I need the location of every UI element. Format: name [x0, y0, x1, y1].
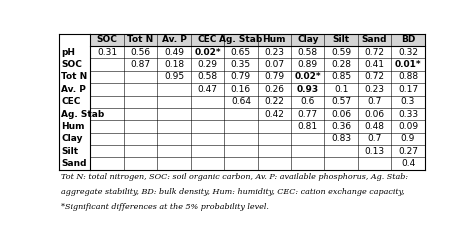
Text: 0.87: 0.87	[130, 60, 151, 69]
Text: Sand: Sand	[61, 159, 87, 168]
Text: 0.95: 0.95	[164, 73, 184, 82]
Text: 0.85: 0.85	[331, 73, 351, 82]
Text: 0.49: 0.49	[164, 48, 184, 57]
Text: *Significant differences at the 5% probability level.: *Significant differences at the 5% proba…	[61, 203, 269, 211]
Text: 0.88: 0.88	[398, 73, 418, 82]
Text: 0.01*: 0.01*	[395, 60, 421, 69]
Text: 0.6: 0.6	[301, 97, 315, 106]
Text: 0.06: 0.06	[365, 110, 385, 119]
Text: 0.58: 0.58	[298, 48, 318, 57]
Text: 0.47: 0.47	[198, 85, 218, 94]
Text: 0.89: 0.89	[298, 60, 318, 69]
Text: 0.22: 0.22	[264, 97, 284, 106]
Text: 0.72: 0.72	[365, 48, 384, 57]
Text: 0.32: 0.32	[398, 48, 418, 57]
Text: Clay: Clay	[61, 134, 82, 143]
Text: 0.35: 0.35	[231, 60, 251, 69]
Text: SOC: SOC	[97, 35, 118, 44]
Text: 0.64: 0.64	[231, 97, 251, 106]
Text: SOC: SOC	[61, 60, 82, 69]
Text: Tot N: Tot N	[61, 73, 87, 82]
Text: 0.57: 0.57	[331, 97, 351, 106]
Text: Silt: Silt	[333, 35, 350, 44]
Text: 0.56: 0.56	[130, 48, 151, 57]
Text: 0.79: 0.79	[264, 73, 284, 82]
Text: 0.81: 0.81	[298, 122, 318, 131]
Text: 0.58: 0.58	[197, 73, 218, 82]
Text: 0.23: 0.23	[365, 85, 384, 94]
Text: 0.29: 0.29	[198, 60, 218, 69]
Text: 0.23: 0.23	[264, 48, 284, 57]
Text: Tot N: total nitrogen, SOC: soil organic carbon, Av. P: available phosphorus, Ag: Tot N: total nitrogen, SOC: soil organic…	[61, 174, 408, 182]
Text: Tot N: Tot N	[128, 35, 154, 44]
Text: 0.77: 0.77	[298, 110, 318, 119]
Text: 0.02*: 0.02*	[294, 73, 321, 82]
Text: 0.27: 0.27	[398, 147, 418, 156]
Text: 0.13: 0.13	[365, 147, 385, 156]
Text: 0.09: 0.09	[398, 122, 418, 131]
Text: Av. P: Av. P	[162, 35, 186, 44]
Text: 0.59: 0.59	[331, 48, 351, 57]
Text: 0.72: 0.72	[365, 73, 384, 82]
Text: Clay: Clay	[297, 35, 319, 44]
Text: 0.07: 0.07	[264, 60, 284, 69]
Text: 0.7: 0.7	[367, 97, 382, 106]
Text: aggregate stability, BD: bulk density, Hum: humidity, CEC: cation exchange capac: aggregate stability, BD: bulk density, H…	[61, 188, 405, 196]
Text: Sand: Sand	[362, 35, 387, 44]
Text: 0.1: 0.1	[334, 85, 348, 94]
Text: BD: BD	[401, 35, 415, 44]
Bar	[91, 34, 425, 46]
Text: 0.41: 0.41	[365, 60, 384, 69]
Text: 0.31: 0.31	[97, 48, 117, 57]
Text: CEC: CEC	[198, 35, 217, 44]
Text: Ag. Stab: Ag. Stab	[61, 110, 104, 119]
Text: 0.17: 0.17	[398, 85, 418, 94]
Text: 0.18: 0.18	[164, 60, 184, 69]
Text: pH: pH	[61, 48, 75, 57]
Text: 0.48: 0.48	[365, 122, 384, 131]
Text: 0.83: 0.83	[331, 134, 351, 143]
Text: 0.16: 0.16	[231, 85, 251, 94]
Text: 0.28: 0.28	[331, 60, 351, 69]
Text: Ag. Stab: Ag. Stab	[219, 35, 263, 44]
Text: Hum: Hum	[61, 122, 84, 131]
Text: 0.36: 0.36	[331, 122, 351, 131]
Text: Hum: Hum	[263, 35, 286, 44]
Text: 0.93: 0.93	[297, 85, 319, 94]
Text: 0.33: 0.33	[398, 110, 418, 119]
Text: 0.65: 0.65	[231, 48, 251, 57]
Text: 0.26: 0.26	[264, 85, 284, 94]
Text: CEC: CEC	[61, 97, 81, 106]
Text: 0.02*: 0.02*	[194, 48, 221, 57]
Text: 0.4: 0.4	[401, 159, 415, 168]
Text: 0.7: 0.7	[367, 134, 382, 143]
Text: 0.79: 0.79	[231, 73, 251, 82]
Text: 0.42: 0.42	[264, 110, 284, 119]
Text: 0.3: 0.3	[401, 97, 415, 106]
Text: 0.9: 0.9	[401, 134, 415, 143]
Text: Silt: Silt	[61, 147, 78, 156]
Text: Av. P: Av. P	[61, 85, 86, 94]
Text: 0.06: 0.06	[331, 110, 351, 119]
